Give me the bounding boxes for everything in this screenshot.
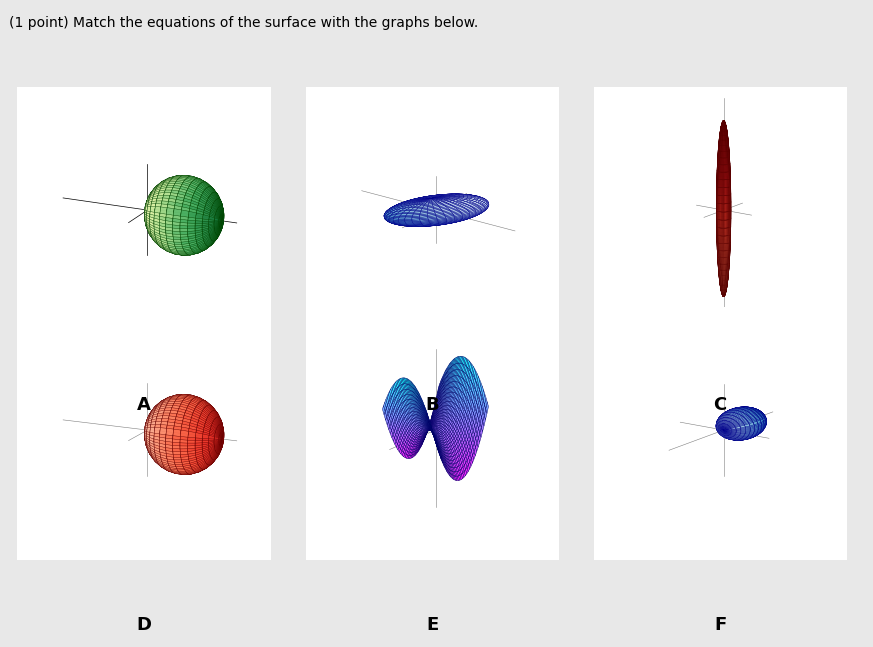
Text: A: A — [137, 396, 151, 414]
Text: D: D — [136, 616, 152, 634]
Text: C: C — [713, 396, 727, 414]
Text: B: B — [425, 396, 439, 414]
Text: E: E — [426, 616, 438, 634]
Text: F: F — [714, 616, 726, 634]
Text: (1 point) Match the equations of the surface with the graphs below.: (1 point) Match the equations of the sur… — [9, 16, 478, 30]
